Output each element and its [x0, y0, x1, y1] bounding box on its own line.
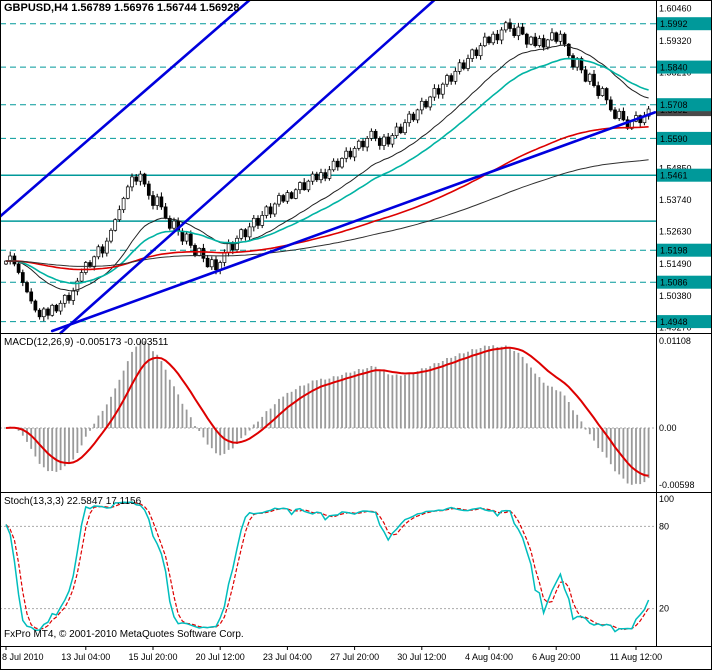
svg-text:11 Aug 12:00: 11 Aug 12:00 [610, 652, 662, 662]
moving-averages-layer [5, 44, 649, 292]
svg-text:100: 100 [659, 494, 674, 504]
stoch-layer [0, 501, 656, 633]
svg-text:1.51490: 1.51490 [659, 259, 692, 269]
level-price-box [656, 17, 712, 31]
svg-text:6 Aug 20:00: 6 Aug 20:00 [532, 652, 580, 662]
svg-text:1.5708: 1.5708 [660, 100, 688, 110]
svg-text:15 Jul 20:00: 15 Jul 20:00 [128, 652, 177, 662]
svg-text:1.4948: 1.4948 [660, 317, 688, 327]
svg-text:1.52630: 1.52630 [659, 227, 692, 237]
svg-text:30 Jul 12:00: 30 Jul 12:00 [397, 652, 446, 662]
svg-text:23 Jul 04:00: 23 Jul 04:00 [263, 652, 312, 662]
level-price-box [656, 275, 712, 289]
svg-text:0.01108: 0.01108 [659, 336, 691, 346]
svg-text:27 Jul 20:00: 27 Jul 20:00 [330, 652, 379, 662]
svg-text:1.5992: 1.5992 [660, 19, 688, 29]
level-price-box [656, 168, 712, 182]
level-price-box [656, 98, 712, 112]
svg-text:20: 20 [659, 604, 669, 614]
macd-axis: 0.01108 0.00 -0.00598 [659, 336, 695, 490]
level-price-box [656, 243, 712, 257]
svg-text:8 Jul 2010: 8 Jul 2010 [2, 652, 44, 662]
svg-text:4 Aug 04:00: 4 Aug 04:00 [465, 652, 513, 662]
svg-text:1.53740: 1.53740 [659, 195, 692, 205]
svg-text:20 Jul 12:00: 20 Jul 12:00 [196, 652, 245, 662]
svg-text:1.5461: 1.5461 [660, 171, 688, 181]
svg-text:80: 80 [659, 521, 669, 531]
svg-text:1.5086: 1.5086 [660, 278, 688, 288]
level-price-box [656, 60, 712, 74]
level-price-box [656, 315, 712, 329]
svg-text:-0.00598: -0.00598 [659, 480, 695, 490]
candles-layer [4, 18, 651, 322]
svg-text:0.00: 0.00 [659, 423, 677, 433]
svg-text:1.50380: 1.50380 [659, 291, 692, 301]
svg-text:1.59320: 1.59320 [659, 36, 692, 46]
svg-text:1.60460: 1.60460 [659, 3, 692, 13]
macd-layer [0, 341, 656, 485]
svg-text:1.5840: 1.5840 [660, 63, 688, 73]
stoch-axis: 100 80 20 [659, 494, 674, 614]
svg-text:13 Jul 04:00: 13 Jul 04:00 [61, 652, 110, 662]
price-axis: 1.604601.593201.582101.548501.537401.526… [656, 3, 712, 333]
svg-text:1.5590: 1.5590 [660, 134, 688, 144]
svg-text:1.54850: 1.54850 [659, 163, 692, 173]
trendlines-layer [0, 0, 657, 335]
svg-text:1.5198: 1.5198 [660, 246, 688, 256]
level-price-box [656, 131, 712, 145]
time-axis: 8 Jul 2010 13 Jul 04:00 15 Jul 20:00 20 Jul… [2, 647, 662, 662]
